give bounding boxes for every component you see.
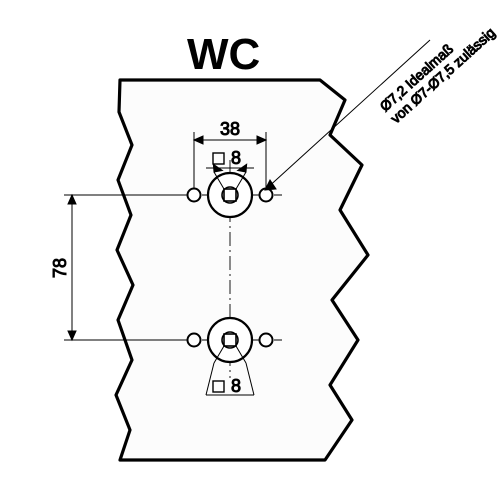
diag-line2: von Ø7-Ø7,5 zulässig	[387, 24, 498, 126]
dim-78-label: 78	[50, 258, 70, 278]
upper-small-left	[188, 189, 201, 202]
lower-small-left	[188, 334, 201, 347]
dim-38-label: 38	[220, 119, 240, 139]
dim-sq8-lower-label: 8	[231, 376, 241, 396]
upper-small-right	[260, 189, 273, 202]
lower-small-right	[260, 334, 273, 347]
technical-drawing: 38 8 8 78 Ø7,2 Idealmaß von Ø7-Ø7,5	[0, 0, 500, 500]
dim-sq8-upper-label: 8	[231, 148, 241, 168]
plate-outline	[116, 80, 368, 460]
